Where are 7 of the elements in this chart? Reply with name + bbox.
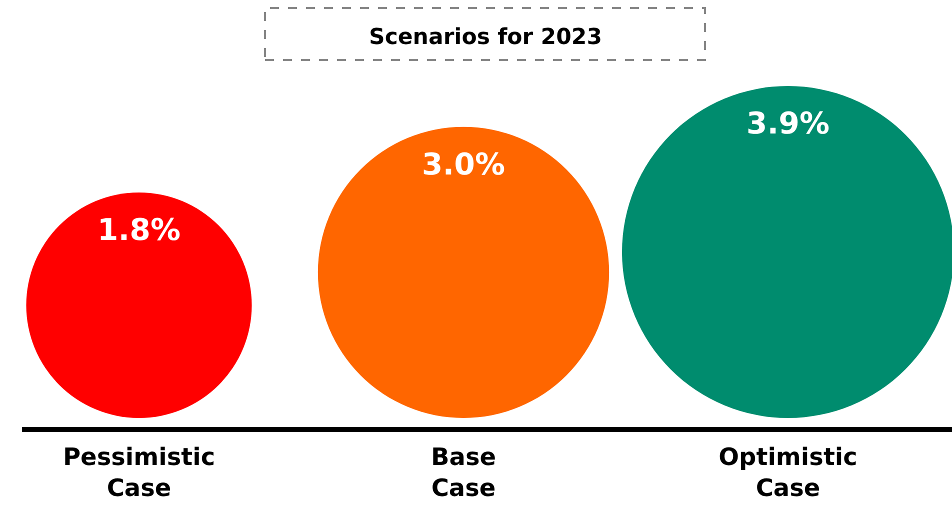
data-label: 3.0% — [422, 147, 506, 182]
data-label: 1.8% — [97, 212, 181, 248]
category-label: Pessimistic Case — [62, 442, 216, 502]
category-label: Base Case — [430, 442, 496, 502]
data-label: 3.9% — [746, 106, 830, 142]
category-label: Optimistic Case — [718, 442, 858, 502]
text: Scenarios for 2023 — [369, 25, 602, 50]
